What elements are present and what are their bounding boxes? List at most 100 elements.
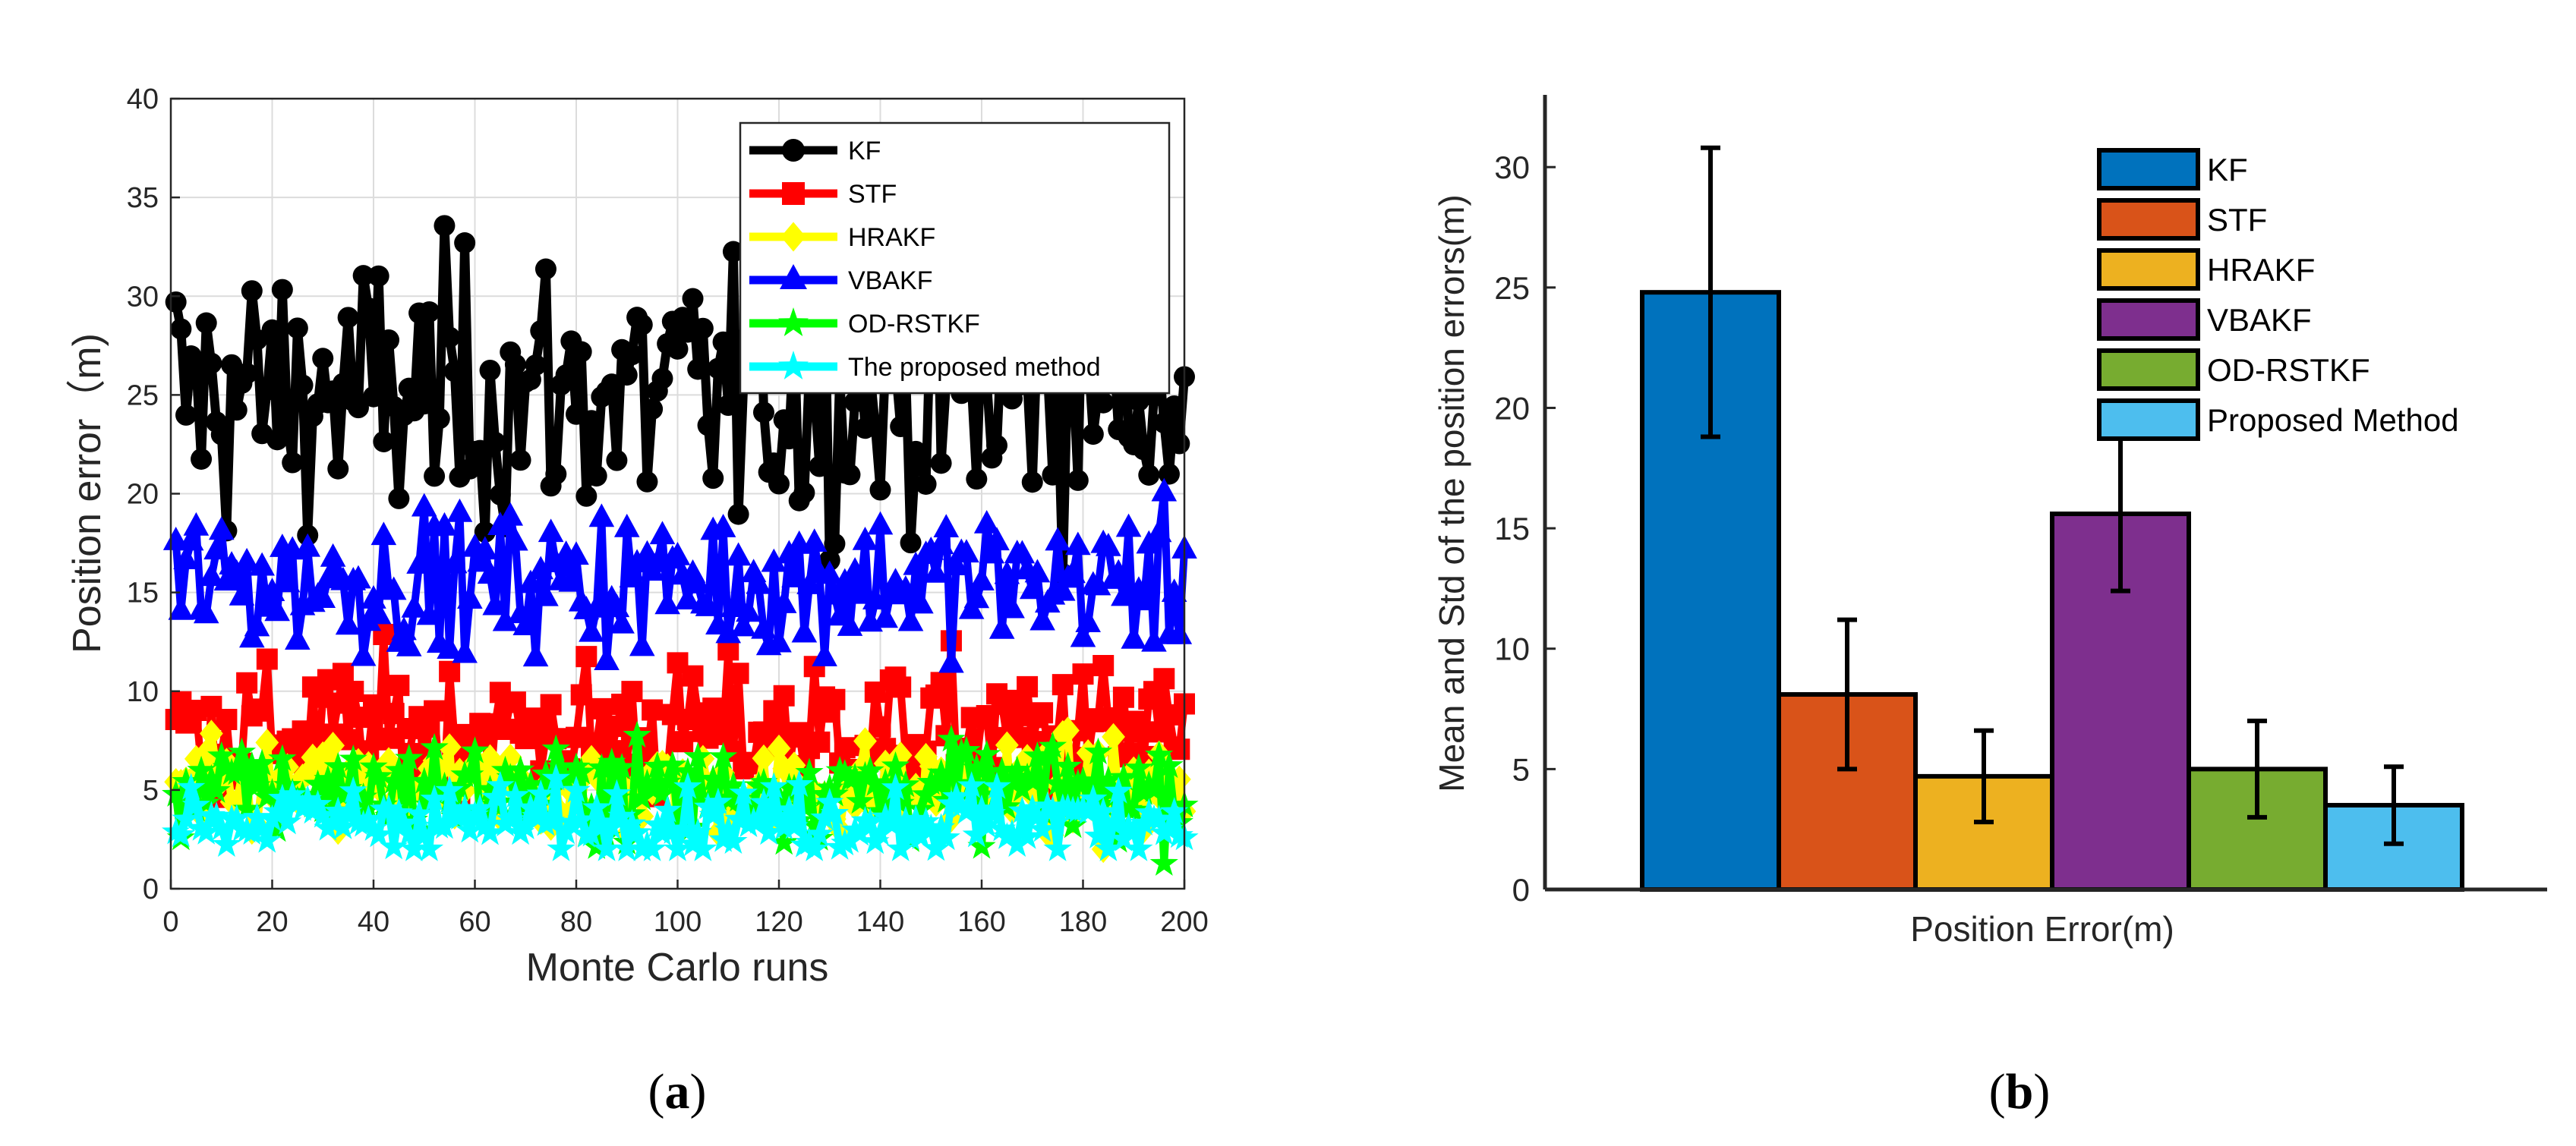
panel-a-data-point (767, 734, 791, 763)
panel-a-data-point (893, 575, 919, 599)
panel-a-data-point (370, 521, 397, 546)
panel-a-data-point (477, 560, 503, 584)
panel-a-data-point (890, 416, 912, 438)
panel-a-data-point (1119, 816, 1148, 844)
panel-a-legend-label: KF (848, 137, 881, 165)
panel-a-data-point (848, 755, 872, 784)
panel-a-data-point (172, 767, 200, 794)
panel-a-data-point (856, 808, 884, 835)
panel-a-data-point (994, 560, 1020, 584)
panel-a-data-point (973, 739, 1001, 767)
panel-a-data-point (815, 788, 844, 815)
panel-a-data-point (1153, 668, 1175, 690)
panel-a-data-point (575, 646, 597, 668)
panel-a-data-point (202, 776, 231, 803)
panel-a-data-point (268, 783, 297, 811)
panel-a-data-point (274, 568, 301, 593)
panel-a-data-point (704, 787, 733, 815)
panel-a-xtick-label: 140 (856, 906, 904, 938)
panel-a-data-point (673, 757, 702, 785)
panel-a-data-point (708, 741, 738, 770)
panel-a-data-point (910, 454, 932, 476)
panel-b-legend-swatch (2097, 398, 2200, 441)
panel-a-data-point (273, 770, 302, 798)
panel-a-data-point (334, 797, 363, 824)
panel-a-data-point (689, 782, 717, 810)
panel-a-data-point (719, 771, 748, 798)
panel-a-data-point (1133, 439, 1155, 461)
panel-a-data-point (227, 737, 257, 765)
panel-a-data-point (606, 715, 628, 737)
panel-a-data-point (212, 753, 241, 780)
panel-a-data-point (663, 834, 692, 861)
panel-a-data-point (418, 716, 440, 738)
panel-a-data-point (482, 591, 508, 616)
caption-a: (a) (648, 1064, 707, 1119)
panel-a-data-point (308, 801, 337, 828)
panel-a-ytick-label: 15 (127, 578, 159, 609)
panel-a-data-point (810, 803, 839, 830)
panel-a-data-point (266, 429, 288, 451)
panel-a-data-point (248, 814, 276, 841)
panel-a-data-point (648, 818, 677, 846)
panel-a-data-point (256, 648, 278, 670)
panel-a-data-point (388, 675, 410, 697)
panel-a-legend-marker (778, 351, 809, 379)
panel-a-data-point (763, 452, 785, 474)
panel-a-data-point (323, 751, 352, 779)
panel-b-legend-label: STF (2207, 202, 2267, 238)
panel-a-data-point (238, 817, 266, 845)
panel-a-data-point (234, 547, 260, 571)
panel-a-data-point (490, 755, 520, 783)
panel-a-data-point (359, 752, 388, 779)
panel-b-legend-swatch (2097, 348, 2200, 391)
panel-a-data-point (232, 795, 261, 822)
panel-a-data-point (818, 549, 840, 571)
panel-a-data-point (229, 581, 255, 606)
panel-a-data-point (609, 609, 635, 634)
panel-a-data-point (897, 607, 924, 631)
panel-a-data-point (675, 586, 701, 609)
panel-a-data-point (496, 804, 525, 833)
panel-a-data-point (1115, 513, 1142, 537)
panel-a-data-point (988, 814, 1017, 842)
panel-b-legend-swatch (2097, 148, 2200, 190)
caption-b-letter: b (2006, 1064, 2034, 1119)
panel-a-data-point (1099, 808, 1128, 836)
panel-a-data-point (876, 809, 905, 836)
panel-a-legend-item: KF (749, 137, 881, 165)
panel-a-data-point (1158, 463, 1180, 485)
panel-a-data-point (685, 570, 711, 593)
panel-a-data-point (865, 797, 895, 824)
panel-a-data-point (744, 806, 773, 834)
panel-a-xtick-label: 40 (358, 906, 389, 938)
panel-a-data-point (383, 703, 405, 725)
panel-a-data-point (1070, 623, 1096, 647)
panel-a-data-point (244, 612, 270, 637)
panel-a-data-point (503, 527, 528, 551)
panel-a-data-point (1141, 628, 1167, 652)
panel-a-data-point (1109, 763, 1138, 790)
panel-a-data-point (460, 736, 490, 763)
panel-a-data-point (295, 759, 320, 787)
panel-a-data-point (410, 767, 439, 794)
panel-b-ticks: 0 5 10 15 20 25 30 (1494, 150, 1556, 908)
panel-a-legend-item: HRAKF (749, 222, 935, 252)
panel-a-data-point (320, 543, 346, 567)
panel-a-data-point (1007, 796, 1036, 823)
panel-a-data-point (1124, 753, 1153, 781)
panel-a-data-point (1093, 655, 1115, 677)
panel-a-data-point (424, 700, 446, 722)
panel-a-data-point (607, 753, 636, 780)
panel-a-data-point (238, 751, 266, 779)
panel-a-data-point (1163, 395, 1185, 417)
panel-a-data-point (697, 414, 719, 436)
panel-a-data-point (522, 801, 550, 829)
panel-a-data-point (969, 567, 995, 591)
panel-a-data-point (1007, 774, 1036, 802)
panel-a-data-point (942, 782, 971, 809)
panel-a-data-point (613, 834, 642, 861)
panel-a-data-point (193, 600, 219, 624)
panel-a-data-point (1060, 559, 1086, 584)
panel-a-data-point (259, 578, 285, 602)
